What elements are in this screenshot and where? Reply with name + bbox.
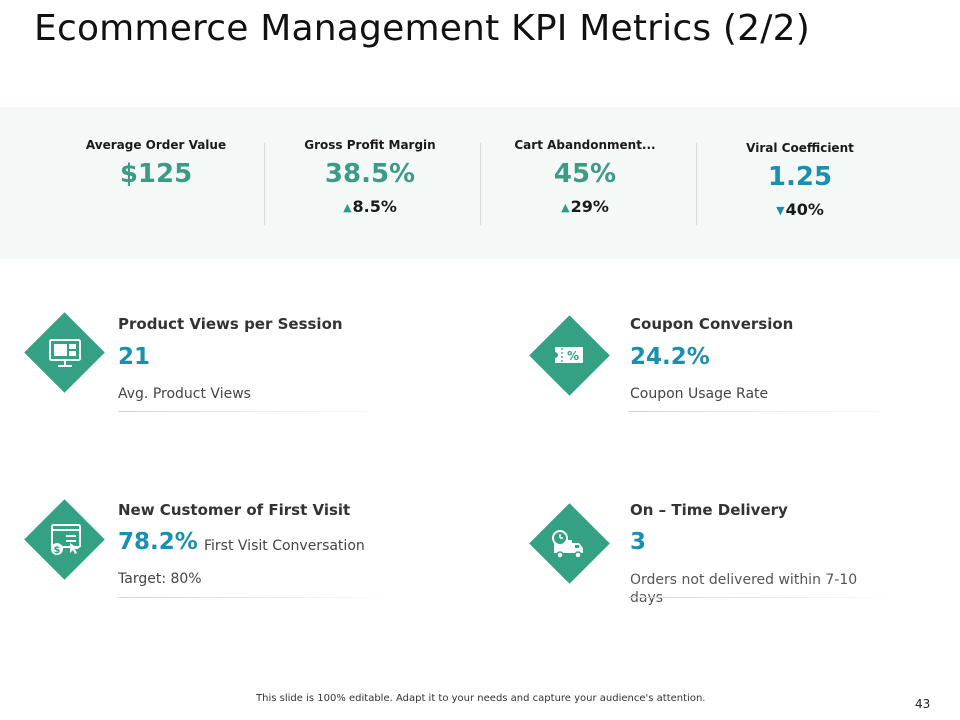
coupon-icon: % [552, 347, 583, 363]
kpi-divider [264, 143, 265, 225]
divider [628, 597, 903, 598]
up-triangle-icon: ▲ [561, 201, 570, 214]
page-number: 43 [915, 697, 931, 711]
kpi-change-value: 29% [570, 197, 609, 216]
kpi-change-value: 40% [785, 200, 824, 219]
card-value: 24.2% [630, 344, 710, 370]
divider [118, 597, 398, 598]
card-heading: Product Views per Session [118, 315, 343, 333]
kpi-change: ▲29% [477, 197, 693, 216]
divider [628, 411, 908, 412]
kpi-band: Average Order Value $125 Gross Profit Ma… [0, 107, 960, 259]
kpi-divider [480, 143, 481, 225]
kpi-gross-profit-margin: Gross Profit Margin 38.5% ▲8.5% [262, 138, 478, 216]
kpi-label: Gross Profit Margin [304, 138, 436, 152]
svg-text:$: $ [54, 545, 61, 556]
card-heading: Coupon Conversion [630, 315, 794, 333]
card-value: 78.2% [118, 529, 198, 555]
card-value: 21 [118, 344, 151, 370]
kpi-value: $125 [119, 159, 193, 189]
delivery-truck-icon [552, 530, 583, 559]
kpi-divider [696, 143, 697, 225]
kpi-value: 38.5% [324, 159, 416, 189]
card-value: 3 [630, 529, 647, 555]
card-description: Coupon Usage Rate [630, 386, 769, 402]
kpi-value: 1.25 [767, 162, 833, 192]
down-triangle-icon: ▼ [776, 204, 785, 217]
kpi-label: Average Order Value [85, 138, 227, 152]
kpi-viral-coefficient: Viral Coefficient 1.25 ▼40% [692, 141, 908, 219]
kpi-label: Viral Coefficient [746, 141, 854, 155]
page-title: Ecommerce Management KPI Metrics (2/2) [34, 8, 810, 49]
svg-text:%: % [567, 349, 579, 363]
card-description: Avg. Product Views [118, 386, 251, 402]
up-triangle-icon: ▲ [343, 201, 352, 214]
kpi-change-value: 8.5% [352, 197, 397, 216]
card-description: Target: 80% [118, 571, 202, 587]
kpi-change: ▼40% [692, 200, 908, 219]
footer-note: This slide is 100% editable. Adapt it to… [256, 693, 706, 704]
divider [118, 411, 398, 412]
kpi-label: Cart Abandonment... [514, 138, 656, 152]
card-heading: On – Time Delivery [630, 501, 788, 519]
card-heading: New Customer of First Visit [118, 501, 351, 519]
card-description: Orders not delivered within 7-10 days [630, 572, 858, 606]
card-value-suffix: First Visit Conversation [204, 538, 365, 554]
browser-payment-icon: $ [51, 524, 81, 556]
kpi-change: ▲8.5% [262, 197, 478, 216]
kpi-value: 45% [553, 159, 617, 189]
monitor-cart-icon [49, 339, 81, 367]
kpi-cart-abandonment: Cart Abandonment... 45% ▲29% [477, 138, 693, 216]
kpi-average-order-value: Average Order Value $125 [48, 138, 264, 189]
